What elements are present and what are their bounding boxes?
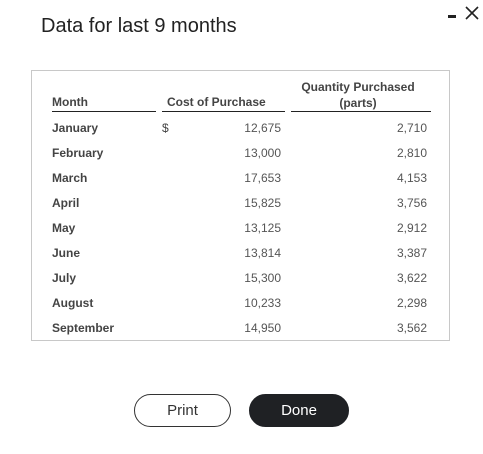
cost-cell: 13,000 (244, 146, 281, 160)
table-body: January $ 12,675 2,710 February 13,000 2… (32, 116, 449, 341)
month-cell: April (52, 196, 80, 210)
table-row: August 10,233 2,298 (32, 291, 449, 316)
month-cell: September (52, 321, 115, 335)
print-button[interactable]: Print (134, 394, 231, 427)
table-row: January $ 12,675 2,710 (32, 116, 449, 141)
quantity-cell: 3,387 (396, 246, 427, 260)
quantity-cell: 2,810 (396, 146, 427, 160)
header-underline (291, 111, 431, 112)
header-underline (162, 111, 285, 112)
table-row: July 15,300 3,622 (32, 266, 449, 291)
minimize-icon (448, 15, 456, 18)
cost-cell: 12,675 (244, 121, 281, 135)
close-button[interactable] (463, 4, 481, 22)
table-row: April 15,825 3,756 (32, 191, 449, 216)
cost-cell: 13,814 (244, 246, 281, 260)
header-quantity-line1: Quantity Purchased (301, 80, 415, 94)
data-table: Month Cost of Purchase Quantity Purchase… (31, 70, 450, 341)
header-underline (52, 111, 156, 112)
minimize-button[interactable] (444, 4, 462, 22)
table-row: September 14,950 3,562 (32, 316, 449, 341)
table-row: March 17,653 4,153 (32, 166, 449, 191)
month-cell: August (52, 296, 94, 310)
header-month: Month (52, 95, 88, 109)
table-row: June 13,814 3,387 (32, 241, 449, 266)
quantity-cell: 2,912 (396, 221, 427, 235)
month-cell: May (52, 221, 76, 235)
quantity-cell: 4,153 (396, 171, 427, 185)
quantity-cell: 2,710 (396, 121, 427, 135)
header-quantity: Quantity Purchased (parts) (287, 79, 429, 111)
table-row: February 13,000 2,810 (32, 141, 449, 166)
close-icon (465, 6, 479, 20)
currency-symbol: $ (162, 121, 169, 135)
header-cost: Cost of Purchase (167, 95, 266, 109)
quantity-cell: 3,622 (396, 271, 427, 285)
cost-cell: 10,233 (244, 296, 281, 310)
month-cell: June (52, 246, 81, 260)
month-cell: July (52, 271, 77, 285)
cost-cell: 15,300 (244, 271, 281, 285)
month-cell: February (52, 146, 104, 160)
cost-cell: 17,653 (244, 171, 281, 185)
cost-cell: 14,950 (244, 321, 281, 335)
done-button[interactable]: Done (249, 394, 349, 427)
table-row: May 13,125 2,912 (32, 216, 449, 241)
cost-cell: 13,125 (244, 221, 281, 235)
dialog-title: Data for last 9 months (41, 15, 237, 37)
month-cell: March (52, 171, 88, 185)
quantity-cell: 2,298 (396, 296, 427, 310)
cost-cell: 15,825 (244, 196, 281, 210)
quantity-cell: 3,756 (396, 196, 427, 210)
month-cell: January (52, 121, 99, 135)
header-quantity-line2: (parts) (339, 96, 377, 110)
quantity-cell: 3,562 (396, 321, 427, 335)
